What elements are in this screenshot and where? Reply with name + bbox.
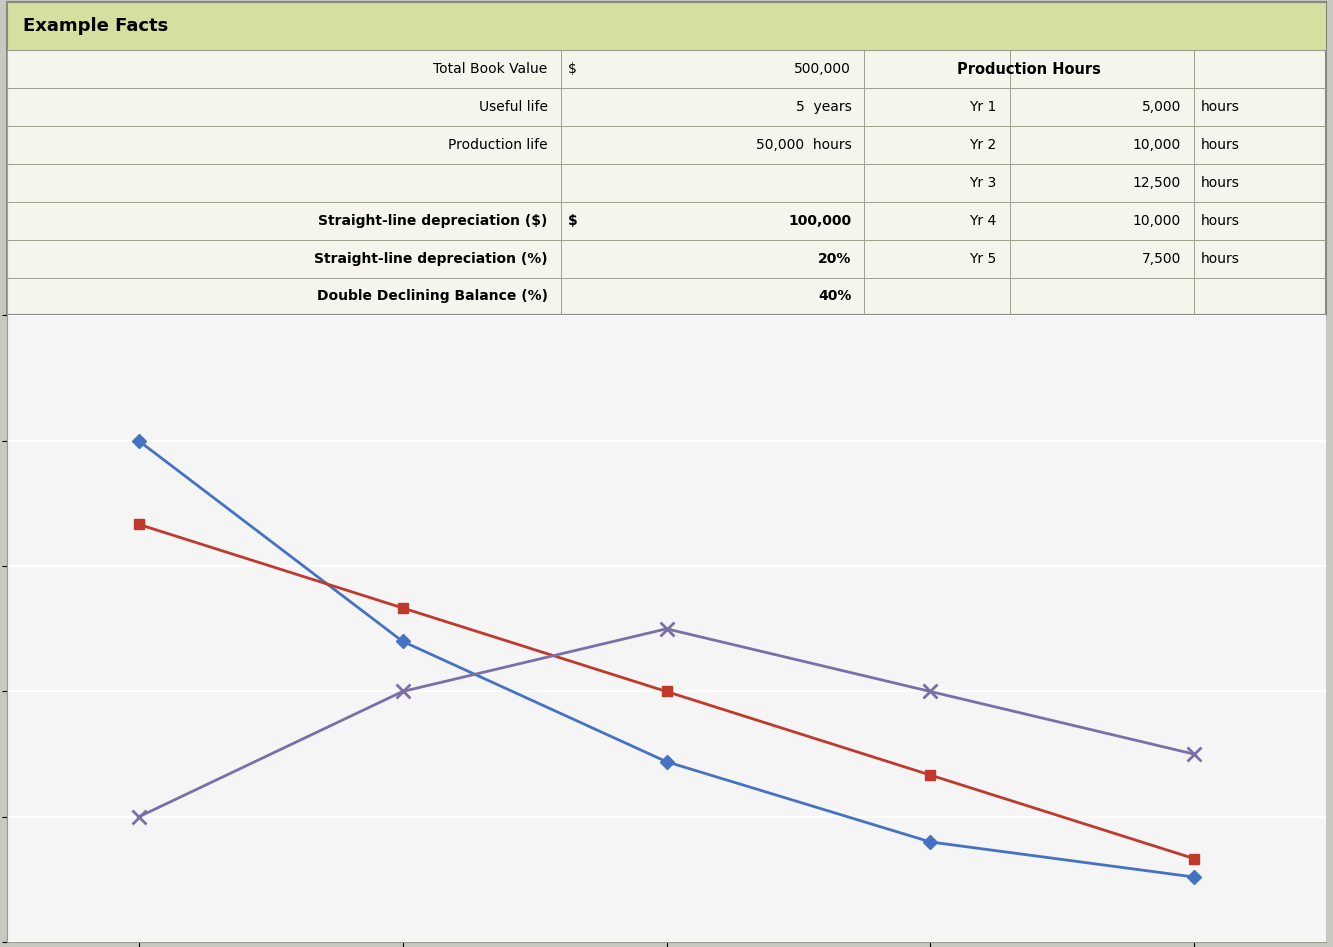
Text: 7,500: 7,500 <box>1142 252 1181 265</box>
Text: hours: hours <box>1201 252 1240 265</box>
Text: Example Facts: Example Facts <box>23 17 168 35</box>
Text: Yr 3: Yr 3 <box>969 176 997 190</box>
Text: 10,000: 10,000 <box>1133 138 1181 152</box>
Text: Straight-line depreciation (%): Straight-line depreciation (%) <box>315 252 548 265</box>
Text: 50,000  hours: 50,000 hours <box>756 138 852 152</box>
Text: hours: hours <box>1201 214 1240 228</box>
Text: $: $ <box>568 214 577 228</box>
Text: Production Hours: Production Hours <box>957 62 1101 77</box>
Text: Yr 1: Yr 1 <box>969 100 997 115</box>
Text: Yr 2: Yr 2 <box>969 138 997 152</box>
Text: hours: hours <box>1201 176 1240 190</box>
Text: 20%: 20% <box>818 252 852 265</box>
Text: Straight-line depreciation ($): Straight-line depreciation ($) <box>319 214 548 228</box>
Text: Production life: Production life <box>448 138 548 152</box>
Text: Yr 4: Yr 4 <box>969 214 997 228</box>
Text: 500,000: 500,000 <box>794 63 852 77</box>
Text: 12,500: 12,500 <box>1133 176 1181 190</box>
Text: 100,000: 100,000 <box>788 214 852 228</box>
Text: 5  years: 5 years <box>796 100 852 115</box>
Text: 5,000: 5,000 <box>1142 100 1181 115</box>
Bar <box>7 2 1326 50</box>
Text: 10,000: 10,000 <box>1133 214 1181 228</box>
Text: hours: hours <box>1201 100 1240 115</box>
Text: hours: hours <box>1201 138 1240 152</box>
Text: Useful life: Useful life <box>479 100 548 115</box>
Text: 40%: 40% <box>818 290 852 303</box>
Text: Double Declining Balance (%): Double Declining Balance (%) <box>317 290 548 303</box>
Text: Total Book Value: Total Book Value <box>433 63 548 77</box>
Text: $: $ <box>568 63 576 77</box>
Text: Yr 5: Yr 5 <box>969 252 997 265</box>
